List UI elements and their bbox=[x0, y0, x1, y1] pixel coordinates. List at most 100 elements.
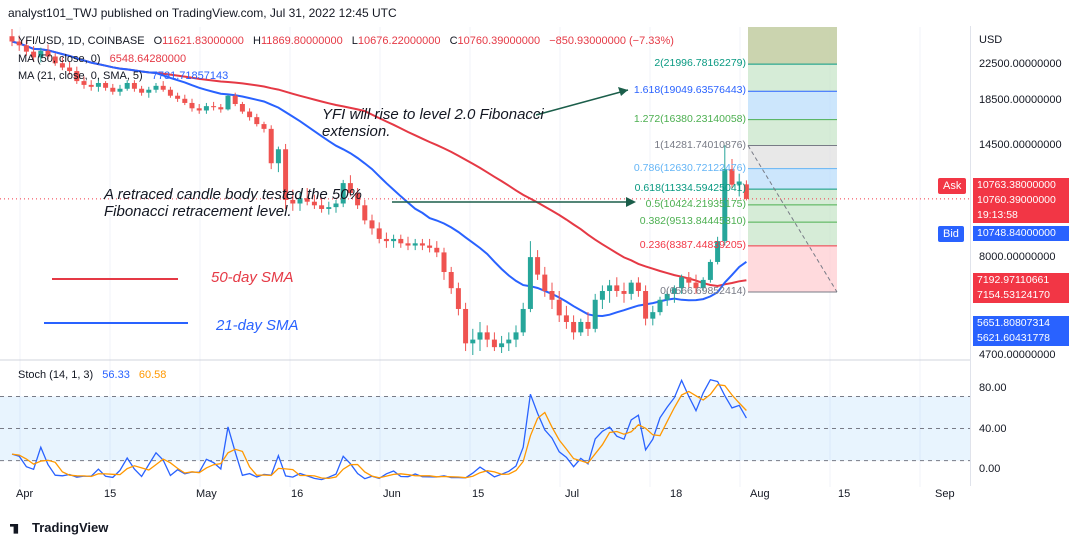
fib-level-label: 0.786(12630.72122476) bbox=[633, 161, 746, 174]
ohlc-open: 11621.83000000 bbox=[162, 35, 244, 47]
candle-body bbox=[355, 193, 361, 206]
candle-body bbox=[146, 89, 152, 93]
fib-zone bbox=[748, 168, 837, 190]
ask-pill: Ask bbox=[938, 178, 967, 194]
date-tick: May bbox=[196, 488, 217, 500]
candle-body bbox=[38, 50, 44, 58]
brand-name: TradingView bbox=[32, 520, 109, 535]
date-tick: Sep bbox=[935, 488, 955, 500]
ma50-value: 6548.64280000 bbox=[109, 53, 187, 65]
ohlc-close-label: C bbox=[449, 35, 458, 47]
candle-body bbox=[88, 84, 94, 87]
price-tick: 18500.00000000 bbox=[979, 94, 1062, 106]
candle-body bbox=[715, 241, 721, 262]
fib-level-label: 2(21996.78162279) bbox=[654, 57, 746, 70]
candle-body bbox=[628, 282, 634, 294]
candle-body bbox=[333, 203, 339, 208]
legend-ma21-row[interactable]: MA (21, close, 0, SMA, 5) 7731.71857143 bbox=[18, 70, 234, 82]
candle-body bbox=[160, 85, 166, 90]
candle-body bbox=[441, 252, 447, 273]
candle-body bbox=[427, 245, 433, 248]
candle-body bbox=[700, 279, 706, 289]
candle-body bbox=[95, 82, 101, 87]
candle-body bbox=[513, 332, 519, 340]
candle-body bbox=[491, 339, 497, 348]
fib-level-label: 0.382(9513.84445310) bbox=[639, 215, 746, 228]
candle-body bbox=[110, 87, 116, 92]
candle-body bbox=[167, 89, 173, 96]
candle-body bbox=[247, 111, 253, 118]
fib-level-label: 0.236(8387.44839205) bbox=[639, 238, 746, 251]
candle-body bbox=[470, 339, 476, 344]
candle-body bbox=[74, 71, 80, 82]
candle-body bbox=[607, 285, 613, 292]
fib-level-label: 0(6566.69852414) bbox=[660, 284, 746, 297]
symbol-label[interactable]: YFI/USD, 1D, COINBASE bbox=[18, 35, 145, 47]
candle-body bbox=[592, 299, 598, 329]
price-chart[interactable] bbox=[0, 27, 970, 487]
stoch-k-value: 56.33 bbox=[102, 369, 130, 381]
candle-body bbox=[477, 332, 483, 340]
date-tick: Aug bbox=[750, 488, 770, 500]
candle-body bbox=[664, 293, 670, 300]
countdown-tag: 19:13:58 bbox=[973, 208, 1069, 223]
candle-body bbox=[239, 104, 245, 112]
candle-body bbox=[297, 198, 303, 204]
candle-body bbox=[311, 201, 317, 206]
price-tick: 14500.00000000 bbox=[979, 139, 1062, 151]
stoch-d-value: 60.58 bbox=[138, 369, 167, 381]
candle-body bbox=[585, 321, 591, 329]
ma21-tag-a: 5651.80807314 bbox=[973, 316, 1069, 331]
ma50-label: MA (50, close, 0) bbox=[18, 53, 101, 65]
stoch-tick: 80.00 bbox=[979, 382, 1007, 394]
stoch-legend[interactable]: Stoch (14, 1, 3) 56.33 60.58 bbox=[18, 369, 166, 381]
fib-zone bbox=[748, 189, 837, 205]
candle-body bbox=[405, 243, 411, 246]
candle-body bbox=[657, 299, 663, 313]
price-tick: 22500.00000000 bbox=[979, 58, 1062, 70]
candle-body bbox=[621, 291, 627, 294]
candle-body bbox=[268, 128, 274, 164]
legend-ma50-row[interactable]: MA (50, close, 0) 6548.64280000 bbox=[18, 53, 192, 65]
arrow-head bbox=[626, 197, 636, 207]
date-tick: 16 bbox=[291, 488, 304, 500]
fib-level-label: 0.5(10424.21935175) bbox=[645, 197, 746, 210]
candle-body bbox=[218, 107, 224, 110]
candle-body bbox=[81, 81, 87, 85]
candle-body bbox=[571, 321, 577, 333]
fib-level-label: 1.618(19049.63576443) bbox=[633, 84, 746, 97]
price-axis[interactable]: USD 22500.00000000 18500.00000000 14500.… bbox=[970, 26, 1079, 486]
date-tick: 18 bbox=[670, 488, 683, 500]
candle-body bbox=[23, 45, 29, 52]
candle-body bbox=[556, 299, 562, 316]
candle-body bbox=[139, 88, 145, 93]
candle-body bbox=[499, 343, 505, 348]
candle-body bbox=[455, 288, 461, 309]
price-tick: 4700.00000000 bbox=[979, 349, 1056, 361]
date-axis[interactable]: Apr 15 May 16 Jun 15 Jul 18 Aug 15 Sep bbox=[0, 488, 970, 504]
fib-zone bbox=[748, 222, 837, 246]
candle-body bbox=[254, 117, 260, 125]
ohlc-low-label: L bbox=[351, 35, 358, 47]
candle-body bbox=[283, 149, 289, 200]
candle-body bbox=[650, 312, 656, 319]
tradingview-brand[interactable]: TradingView bbox=[10, 520, 108, 535]
ohlc-low: 10676.22000000 bbox=[357, 35, 441, 47]
candle-body bbox=[261, 124, 267, 129]
fib-zone bbox=[748, 119, 837, 146]
candle-body bbox=[45, 50, 51, 57]
candle-body bbox=[614, 285, 620, 292]
candle-body bbox=[67, 67, 73, 72]
candle-body bbox=[412, 243, 418, 246]
ohlc-high: 11869.80000000 bbox=[260, 35, 343, 47]
ma21-label: MA (21, close, 0, SMA, 5) bbox=[18, 70, 143, 82]
candle-body bbox=[729, 169, 735, 185]
candle-body bbox=[535, 257, 541, 275]
candle-body bbox=[182, 98, 188, 103]
candle-body bbox=[484, 332, 490, 340]
candle-body bbox=[391, 238, 397, 242]
fib-zone bbox=[748, 145, 837, 169]
ma50-tag-b: 7154.53124170 bbox=[973, 288, 1069, 303]
ma21-line bbox=[11, 40, 747, 318]
candle-body bbox=[196, 108, 202, 111]
